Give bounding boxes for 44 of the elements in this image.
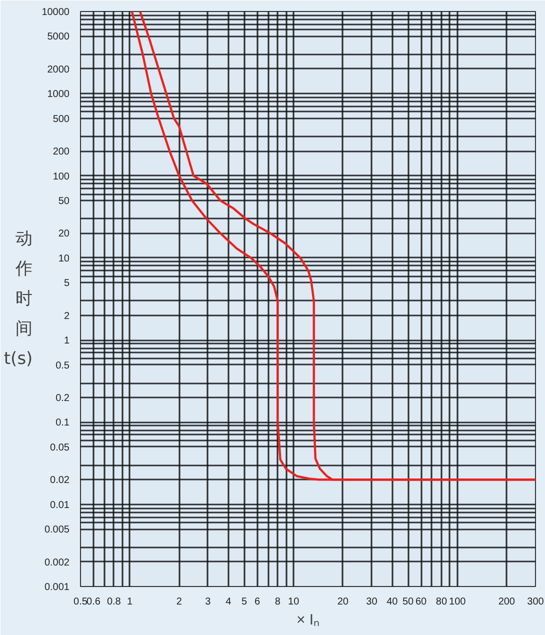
x-tick-label: 0.8 bbox=[106, 596, 122, 608]
y-tick-label: 0.002 bbox=[44, 557, 70, 568]
y-tick-label: 2000 bbox=[47, 64, 70, 76]
y-tick-label: 0.05 bbox=[50, 442, 70, 454]
y-tick-label: 20 bbox=[58, 228, 70, 240]
y-tick-label: 0.005 bbox=[44, 524, 70, 536]
x-tick-label: 60 bbox=[415, 596, 428, 608]
y-tick-label: 0.5 bbox=[56, 360, 70, 372]
x-tick-label: 50 bbox=[402, 596, 414, 608]
y-tick-label: 0.001 bbox=[44, 582, 70, 593]
x-tick-label: 30 bbox=[366, 596, 378, 608]
x-tick-label: 2 bbox=[176, 596, 182, 608]
x-tick-label: 8 bbox=[274, 596, 281, 608]
x-tick-label: 80 bbox=[436, 596, 448, 608]
y-tick-label: 0.01 bbox=[50, 500, 70, 511]
y-tick-label: 200 bbox=[52, 146, 70, 158]
x-tick-label: 100 bbox=[449, 596, 466, 608]
y-tick-label: 0.2 bbox=[56, 392, 70, 404]
x-tick-label: 20 bbox=[337, 596, 349, 608]
x-tick-label: 1 bbox=[127, 596, 134, 608]
x-tick-label: 0.6 bbox=[86, 596, 101, 608]
y-tick-label: 0.1 bbox=[56, 418, 70, 429]
y-tick-label: 5000 bbox=[47, 32, 70, 43]
y-tick-label: 2 bbox=[64, 310, 70, 322]
y-tick-label: 10 bbox=[58, 253, 70, 264]
y-tick-label: 0.02 bbox=[50, 475, 70, 486]
y-axis-title: 动作时间 t(s) bbox=[4, 229, 33, 369]
y-tick-label: 1 bbox=[64, 336, 70, 347]
y-tick-label: 10000 bbox=[42, 7, 70, 18]
x-tick-label: 3 bbox=[205, 596, 212, 608]
y-tick-label: 1000 bbox=[47, 89, 70, 100]
y-tick-label: 5 bbox=[64, 278, 70, 290]
x-axis-title: × Iₙ bbox=[296, 612, 320, 628]
x-tick-label: 6 bbox=[254, 596, 260, 608]
y-tick-label: 500 bbox=[52, 114, 70, 125]
x-tick-label: 10 bbox=[288, 596, 300, 608]
x-tick-label: 4 bbox=[226, 596, 232, 608]
x-tick-label: 5 bbox=[241, 596, 248, 608]
x-tick-label: 0.5 bbox=[74, 596, 88, 608]
y-tick-label: 100 bbox=[52, 171, 70, 182]
x-tick-label: 40 bbox=[386, 596, 398, 608]
y-tick-label: 50 bbox=[58, 196, 70, 208]
x-tick-label: 300 bbox=[527, 596, 544, 608]
x-tick-label: 200 bbox=[498, 596, 516, 608]
